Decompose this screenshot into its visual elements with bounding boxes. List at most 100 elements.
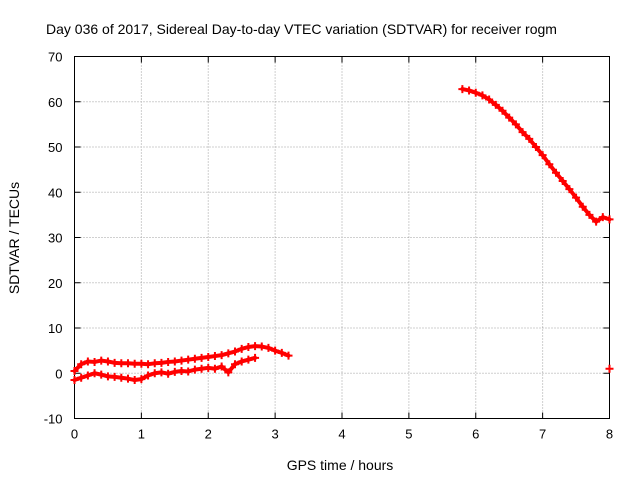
data-point	[498, 106, 507, 115]
data-point	[190, 354, 199, 363]
x-tick-label: 4	[338, 427, 345, 442]
data-point	[251, 342, 260, 351]
data-point	[177, 366, 186, 375]
x-tick-label: 7	[539, 427, 546, 442]
data-point	[144, 371, 153, 380]
y-tick-label: -10	[44, 412, 63, 427]
data-point	[491, 100, 500, 109]
x-tick-label: 6	[472, 427, 479, 442]
data-point	[77, 373, 86, 382]
data-point	[83, 371, 92, 380]
data-point	[224, 368, 233, 377]
data-point	[117, 359, 126, 368]
data-point	[150, 359, 159, 368]
y-tick-label: 60	[48, 95, 62, 110]
data-point	[124, 359, 132, 368]
data-point	[244, 355, 253, 364]
data-point	[598, 213, 607, 222]
data-point	[70, 366, 79, 375]
data-point	[110, 372, 119, 381]
data-point	[157, 358, 166, 367]
data-point	[197, 364, 206, 373]
data-point	[251, 353, 260, 362]
data-point	[103, 372, 112, 381]
data-point	[217, 362, 226, 371]
data-point	[144, 360, 153, 369]
data-point	[465, 86, 474, 95]
data-point	[110, 358, 119, 367]
data-point	[471, 88, 480, 97]
data-point	[592, 217, 601, 226]
y-tick-label: 10	[48, 321, 62, 336]
data-point	[204, 363, 213, 372]
data-point	[83, 357, 92, 366]
data-point	[578, 202, 587, 211]
data-point	[130, 376, 139, 385]
x-tick-label: 3	[272, 427, 279, 442]
x-tick-label: 2	[205, 427, 212, 442]
data-point	[231, 360, 239, 369]
data-point	[124, 374, 132, 383]
x-tick-label: 0	[71, 427, 78, 442]
y-tick-label: 0	[55, 366, 62, 381]
y-tick-label: 20	[48, 276, 62, 291]
data-point	[552, 168, 560, 177]
data-point	[525, 134, 534, 143]
data-point	[97, 356, 106, 365]
data-point	[164, 369, 173, 378]
data-point	[518, 128, 527, 137]
data-point	[585, 210, 594, 219]
data-point	[130, 359, 139, 368]
data-point	[271, 346, 280, 355]
x-tick-label: 5	[405, 427, 412, 442]
data-point	[210, 352, 219, 361]
data-point	[485, 95, 494, 104]
data-point	[284, 351, 293, 360]
data-point	[538, 151, 547, 160]
data-point	[264, 343, 273, 352]
data-point	[204, 352, 213, 361]
y-axis-label: SDTVAR / TECUs	[6, 182, 22, 294]
data-point	[157, 368, 166, 377]
data-point	[565, 185, 574, 194]
data-point	[572, 193, 581, 202]
y-tick-label: 40	[48, 185, 62, 200]
data-point	[70, 376, 79, 385]
data-point	[184, 367, 193, 376]
data-point	[170, 367, 179, 376]
data-point	[505, 113, 514, 122]
x-tick-label: 8	[606, 427, 613, 442]
data-point	[150, 369, 159, 378]
grid-lines	[74, 56, 610, 419]
data-point	[605, 364, 614, 373]
data-point	[97, 370, 106, 379]
data-point	[184, 355, 193, 364]
y-tick-label: 50	[48, 140, 62, 155]
data-point	[244, 343, 253, 352]
data-point	[217, 351, 226, 360]
data-point	[231, 347, 239, 356]
data-point	[90, 357, 99, 366]
data-point	[478, 91, 487, 100]
data-point	[190, 365, 199, 374]
data-point	[170, 357, 179, 366]
data-point	[137, 359, 146, 368]
data-point	[605, 215, 614, 224]
data-point	[237, 357, 246, 366]
y-axis-ticks: -10 0 10 20 30 40 50 60 70	[44, 50, 610, 427]
data-point	[90, 369, 99, 378]
x-tick-label: 1	[138, 427, 145, 442]
data-point	[257, 342, 266, 351]
data-point	[77, 360, 86, 369]
y-tick-label: 30	[48, 231, 62, 246]
data-point	[164, 357, 173, 366]
data-point	[177, 356, 186, 365]
y-tick-label: 70	[48, 50, 62, 65]
data-point	[137, 375, 146, 384]
data-point	[117, 373, 126, 382]
data-point	[458, 85, 467, 94]
data-point	[197, 353, 206, 362]
chart-title: Day 036 of 2017, Sidereal Day-to-day VTE…	[46, 21, 557, 37]
data-point	[545, 160, 554, 169]
